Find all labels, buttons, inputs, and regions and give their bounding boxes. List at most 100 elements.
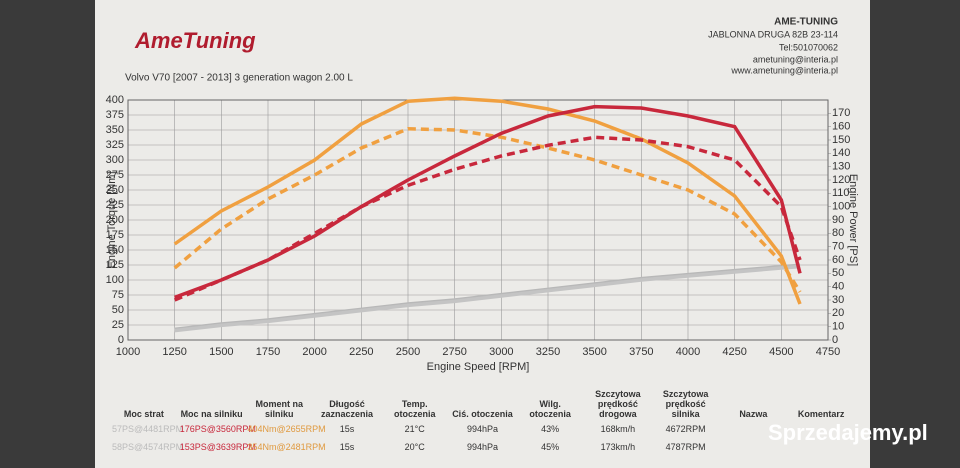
x-tick-label: 2500 — [396, 346, 420, 358]
table-cell: 176PS@3560RPM — [179, 424, 256, 434]
y-tick-label: 400 — [106, 94, 124, 106]
y2-tick-label: 110 — [832, 187, 850, 199]
watermark: Sprzedajemy.pl — [768, 420, 928, 445]
column-header: Moment na silniku — [255, 399, 304, 419]
y2-tick-label: 40 — [832, 281, 844, 293]
x-tick-label: 1000 — [116, 346, 140, 358]
y-tick-label: 125 — [106, 259, 124, 271]
x-tick-label: 3250 — [536, 346, 560, 358]
y-tick-label: 175 — [106, 229, 124, 241]
y-tick-label: 350 — [106, 124, 124, 136]
x-tick-label: 3000 — [489, 346, 513, 358]
paper — [95, 0, 870, 468]
table-cell: 21°C — [404, 424, 425, 434]
column-header: Ciś. otoczenia — [452, 409, 513, 419]
table-cell: 168km/h — [600, 424, 636, 434]
column-header: Długość zaznaczenia — [321, 399, 374, 419]
x-tick-label: 2750 — [442, 346, 466, 358]
y2-tick-label: 160 — [832, 121, 850, 133]
x-tick-label: 4000 — [676, 346, 700, 358]
y2-tick-label: 60 — [832, 254, 844, 266]
series-line — [174, 264, 801, 333]
y-tick-label: 150 — [106, 244, 124, 256]
y2-tick-label: 70 — [832, 241, 844, 253]
table-cell: 43% — [541, 424, 560, 434]
series-line — [173, 135, 802, 302]
column-header: Moc strat — [123, 409, 164, 419]
company: AME-TUNING — [774, 17, 838, 28]
column-header: Szczytowa prędkość drogowa — [595, 389, 641, 419]
table-cell: 994hPa — [466, 424, 498, 434]
column-header: Nazwa — [739, 409, 768, 419]
x-tick-label: 3750 — [629, 346, 653, 358]
logo: AmeTuning — [134, 28, 256, 53]
y-tick-label: 375 — [106, 109, 124, 121]
phone: Tel:501070062 — [779, 42, 838, 52]
y2-tick-label: 100 — [832, 201, 850, 213]
y-tick-label: 325 — [106, 139, 124, 151]
y-tick-label: 75 — [112, 289, 124, 301]
table-cell: 173km/h — [600, 442, 636, 452]
x-tick-label: 4500 — [769, 346, 793, 358]
y2-tick-label: 80 — [832, 227, 844, 239]
table-cell: 354Nm@2481RPM — [247, 442, 326, 452]
chart-title: Volvo V70 [2007 - 2013] 3 generation wag… — [125, 73, 353, 84]
table-cell: 404Nm@2655RPM — [247, 424, 326, 434]
y-tick-label: 225 — [106, 199, 124, 211]
table-cell: 58PS@4574RPM — [112, 442, 184, 452]
y-tick-label: 100 — [106, 274, 124, 286]
x-tick-label: 2000 — [302, 346, 326, 358]
x-tick-label: 1750 — [256, 346, 280, 358]
table-row: 57PS@4481RPM 176PS@3560RPM 404Nm@2655RPM 15… — [110, 420, 855, 438]
y2-tick-label: 20 — [832, 307, 844, 319]
y2-tick-label: 90 — [832, 214, 844, 226]
y-tick-label: 250 — [106, 184, 124, 196]
y-tick-label: 0 — [118, 334, 124, 346]
x-tick-label: 4750 — [816, 346, 840, 358]
column-header: Moc na silniku — [180, 409, 243, 419]
x-tick-label: 2250 — [349, 346, 373, 358]
y-tick-label: 275 — [106, 169, 124, 181]
x-tick-label: 1250 — [162, 346, 186, 358]
y2-tick-label: 140 — [832, 147, 850, 159]
y2-tick-label: 0 — [832, 334, 838, 346]
column-header: Wilg. otoczenia — [529, 399, 571, 419]
table-cell: 4787RPM — [665, 442, 706, 452]
series-line — [173, 96, 802, 305]
table-cell: 994hPa — [466, 442, 498, 452]
table-cell: 45% — [541, 442, 560, 452]
y-tick-label: 25 — [112, 319, 124, 331]
table-cell: 57PS@4481RPM — [112, 424, 184, 434]
y2-tick-label: 10 — [832, 321, 844, 333]
y2-tick-label: 130 — [832, 161, 850, 173]
series-line — [173, 127, 802, 293]
y2-tick-label: 120 — [832, 174, 850, 186]
table-cell: 15s — [339, 442, 355, 452]
x-tick-label: 3500 — [582, 346, 606, 358]
y2-tick-label: 170 — [832, 107, 850, 119]
y2-tick-label: 50 — [832, 267, 844, 279]
email: ametuning@interia.pl — [753, 54, 838, 64]
y-tick-label: 50 — [112, 304, 124, 316]
column-header: Komentarz — [797, 409, 845, 419]
x-axis-label: Engine Speed [RPM] — [427, 361, 530, 373]
table-cell: 15s — [339, 424, 355, 434]
y2-axis-label: Engine Power [PS] — [847, 174, 859, 266]
table-cell: 20°C — [404, 442, 425, 452]
y-tick-label: 300 — [106, 154, 124, 166]
y2-tick-label: 30 — [832, 294, 844, 306]
column-header: Temp. otoczenia — [393, 399, 436, 419]
x-tick-label: 1500 — [209, 346, 233, 358]
table-cell: 153PS@3639RPM — [179, 442, 256, 452]
x-tick-label: 4250 — [722, 346, 746, 358]
y-axis-label: Engine Torque [Nm] — [106, 171, 118, 268]
column-header: Szczytowa prędkość silnika — [662, 389, 709, 419]
web: www.ametuning@interia.pl — [730, 65, 838, 75]
y-tick-label: 200 — [106, 214, 124, 226]
summary-table: Moc strat Moc na silniku Moment na silniku… — [110, 388, 855, 456]
y2-tick-label: 150 — [832, 134, 850, 146]
table-row: 58PS@4574RPM 153PS@3639RPM 354Nm@2481RPM 15… — [110, 438, 855, 456]
address: JABLONNA DRUGA 82B 23-114 — [708, 29, 838, 39]
